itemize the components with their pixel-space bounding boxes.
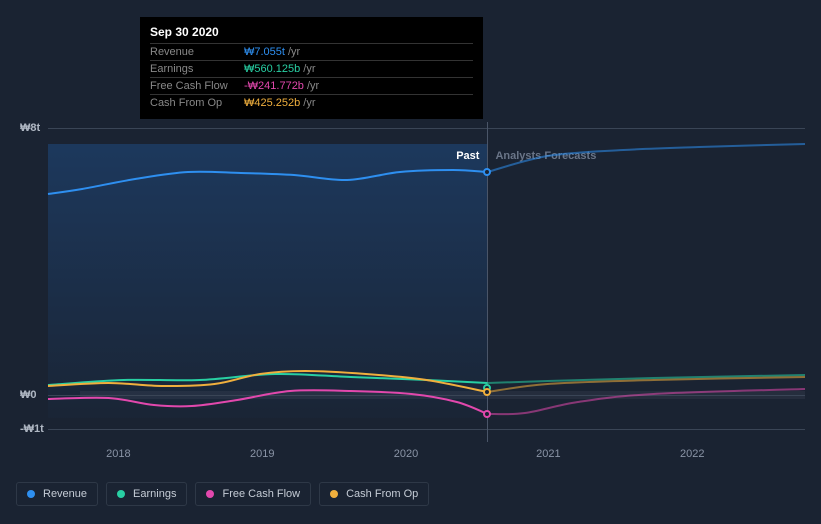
- tooltip-row-value: ₩560.125b: [244, 63, 300, 75]
- tooltip-row-unit: /yr: [303, 63, 315, 75]
- tooltip-row: Free Cash Flow-₩241.772b/yr: [150, 78, 473, 95]
- tooltip-row: Cash From Op₩425.252b/yr: [150, 95, 473, 111]
- tooltip-date: Sep 30 2020: [150, 25, 473, 44]
- legend-item-cash-from-op[interactable]: Cash From Op: [319, 482, 429, 506]
- tooltip-row-unit: /yr: [288, 46, 300, 58]
- y-axis-label-bottom: -₩1t: [20, 423, 44, 435]
- y-axis-label-zero: ₩0: [20, 389, 37, 401]
- tooltip-row-value: ₩425.252b: [244, 97, 300, 109]
- x-axis-tick: 2022: [680, 448, 704, 460]
- legend-color-dot: [27, 490, 35, 498]
- tooltip-row-label: Earnings: [150, 63, 244, 75]
- x-axis-tick: 2020: [394, 448, 418, 460]
- series-line-revenue: [48, 170, 487, 194]
- legend-color-dot: [206, 490, 214, 498]
- hover-marker: [483, 168, 491, 176]
- hover-tooltip: Sep 30 2020 Revenue₩7.055t/yrEarnings₩56…: [140, 17, 483, 119]
- x-axis-tick: 2021: [536, 448, 560, 460]
- series-line-free-cash-flow: [48, 390, 487, 414]
- tooltip-row-value: ₩7.055t: [244, 46, 285, 58]
- legend-item-free-cash-flow[interactable]: Free Cash Flow: [195, 482, 311, 506]
- x-axis-tick: 2019: [250, 448, 274, 460]
- series-forecast-earnings: [487, 375, 805, 383]
- legend-color-dot: [117, 490, 125, 498]
- legend-item-earnings[interactable]: Earnings: [106, 482, 187, 506]
- tooltip-row: Earnings₩560.125b/yr: [150, 61, 473, 78]
- tooltip-row-label: Free Cash Flow: [150, 80, 244, 92]
- tooltip-row: Revenue₩7.055t/yr: [150, 44, 473, 61]
- series-forecast-revenue: [487, 144, 805, 172]
- legend-label: Free Cash Flow: [222, 488, 300, 500]
- x-axis-tick: 2018: [106, 448, 130, 460]
- forecast-chart: Sep 30 2020 Revenue₩7.055t/yrEarnings₩56…: [0, 0, 821, 524]
- legend-color-dot: [330, 490, 338, 498]
- legend-label: Earnings: [133, 488, 176, 500]
- line-layer: [48, 122, 805, 442]
- legend-label: Revenue: [43, 488, 87, 500]
- chart-plot-area: ₩8t ₩0 -₩1t Past Analysts Forecasts: [16, 122, 805, 442]
- legend: Revenue Earnings Free Cash Flow Cash From O…: [16, 482, 429, 506]
- tooltip-row-value: -₩241.772b: [244, 80, 304, 92]
- x-axis: 2018 2019 2020 2021 2022: [48, 448, 805, 464]
- legend-item-revenue[interactable]: Revenue: [16, 482, 98, 506]
- tooltip-row-unit: /yr: [307, 80, 319, 92]
- tooltip-row-unit: /yr: [303, 97, 315, 109]
- legend-label: Cash From Op: [346, 488, 418, 500]
- plot-surface[interactable]: Past Analysts Forecasts: [48, 122, 805, 442]
- hover-marker: [483, 388, 491, 396]
- y-axis-label-top: ₩8t: [20, 122, 40, 134]
- hover-marker: [483, 410, 491, 418]
- tooltip-row-label: Cash From Op: [150, 97, 244, 109]
- tooltip-row-label: Revenue: [150, 46, 244, 58]
- series-forecast-free-cash-flow: [487, 389, 805, 414]
